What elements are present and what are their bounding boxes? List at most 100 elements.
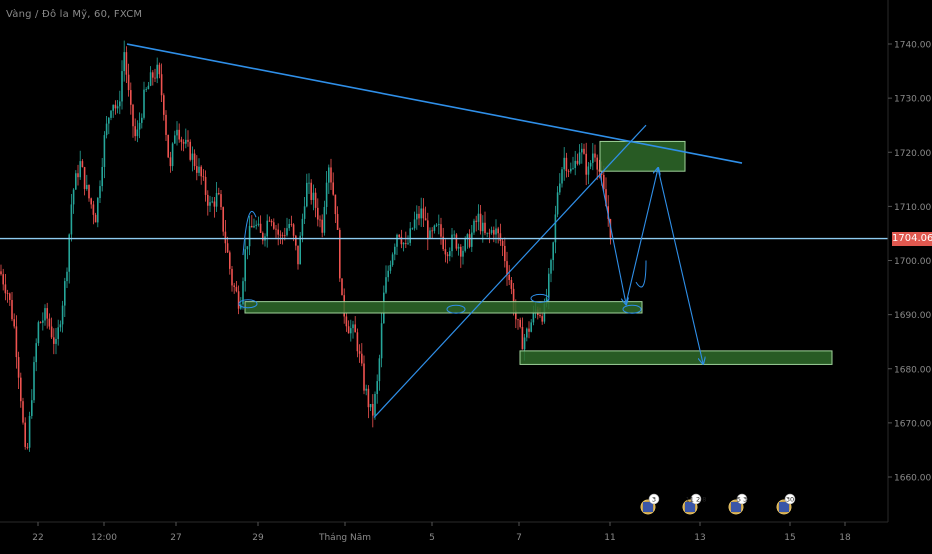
candle-body: [61, 305, 64, 325]
forecast-arrow: [657, 168, 703, 363]
candle-body: [270, 220, 273, 223]
price-tick-label: 1740.00: [894, 41, 931, 51]
candle-body: [517, 319, 519, 321]
economic-event-badge[interactable]: 3: [640, 493, 660, 515]
candle-body: [385, 277, 387, 293]
candle-body: [391, 254, 394, 265]
flag-icon-inner: [779, 502, 789, 512]
candle-body: [295, 235, 297, 246]
candle-body: [499, 233, 502, 241]
time-tick-label: 18: [839, 533, 851, 543]
candle-body: [262, 232, 264, 241]
candle-body: [127, 74, 130, 91]
candle-body: [39, 322, 42, 324]
candle-body: [380, 323, 383, 359]
candle-body: [596, 157, 598, 170]
candle-body: [512, 288, 515, 311]
economic-event-badge[interactable]: 11 2 8: [682, 493, 706, 515]
candle-body: [248, 225, 251, 247]
candle-body: [510, 280, 513, 289]
candle-body: [347, 326, 350, 334]
candle-body: [530, 322, 532, 332]
candle-body: [28, 415, 31, 448]
price-tick-label: 1720.00: [894, 149, 931, 159]
candle-body: [9, 293, 11, 300]
hand-drawn-stroke: [242, 211, 257, 256]
flag-icon-inner: [685, 502, 695, 512]
candle-body: [464, 238, 466, 251]
candle-body: [79, 161, 81, 178]
candle-body: [605, 189, 607, 207]
candle-body: [46, 308, 48, 319]
candle-body: [92, 204, 95, 215]
candle-body: [207, 194, 209, 206]
candle-body: [22, 401, 24, 423]
candle-body: [99, 186, 101, 199]
candle-body: [167, 134, 169, 158]
candle-body: [409, 228, 411, 243]
candle-body: [48, 318, 51, 327]
price-tick-label: 1670.00: [894, 419, 931, 429]
price-tick-label: 1730.00: [894, 95, 931, 105]
candle-body: [462, 250, 464, 257]
candle-body: [548, 273, 550, 298]
candle-body: [288, 223, 290, 229]
time-tick-label: 7: [516, 533, 522, 543]
lower-target-zone: [519, 350, 833, 365]
hand-drawn-loop: [530, 293, 550, 303]
candle-body: [532, 311, 535, 323]
candle-body: [130, 90, 132, 105]
candle-body: [435, 224, 438, 226]
price-tick-label: 1710.00: [894, 203, 931, 213]
current-price-label: 1704.06: [892, 231, 932, 246]
candle-body: [589, 162, 592, 167]
candle-body: [103, 135, 106, 167]
candle-body: [0, 271, 2, 275]
economic-event-badge[interactable]: 5 3: [728, 493, 748, 515]
candle-body: [209, 202, 211, 206]
time-tick-label: 12:00: [91, 533, 117, 543]
descending-trendline: [126, 43, 743, 164]
candle-body: [121, 71, 123, 102]
hand-drawn-loop: [622, 304, 642, 314]
hand-drawn-stroke: [635, 260, 647, 288]
candle-body: [20, 377, 22, 402]
candle-body: [477, 213, 480, 222]
candle-body: [165, 114, 167, 135]
hand-drawn-loop: [446, 304, 466, 314]
candle-body: [163, 95, 165, 115]
candle-body: [290, 223, 293, 225]
candle-body: [143, 89, 145, 118]
candle-body: [50, 326, 53, 338]
candle-body: [259, 223, 262, 233]
candle-body: [427, 220, 429, 239]
candle-body: [68, 234, 70, 272]
candle-body: [94, 214, 97, 223]
candle-body: [449, 251, 451, 257]
candle-body: [105, 123, 108, 136]
candle-body: [486, 232, 488, 234]
candle-body: [563, 157, 565, 170]
candle-body: [567, 171, 570, 172]
candle-body: [237, 291, 240, 309]
candle-body: [541, 316, 543, 322]
candle-body: [178, 129, 180, 140]
candle-body: [592, 153, 594, 163]
candle-body: [132, 104, 134, 127]
candle-body: [145, 89, 147, 90]
candle-body: [484, 222, 486, 234]
candle-body: [26, 446, 29, 448]
candle-body: [277, 229, 279, 235]
candle-body: [176, 129, 178, 136]
candle-body: [504, 245, 506, 262]
candle-body: [292, 224, 295, 236]
candle-body: [24, 422, 26, 447]
economic-event-badge[interactable]: 30: [776, 493, 796, 515]
candle-body: [389, 264, 392, 271]
candle-body: [387, 270, 389, 278]
candle-body: [325, 182, 328, 207]
candle-body: [444, 249, 447, 255]
time-tick-label: 29: [252, 533, 264, 543]
